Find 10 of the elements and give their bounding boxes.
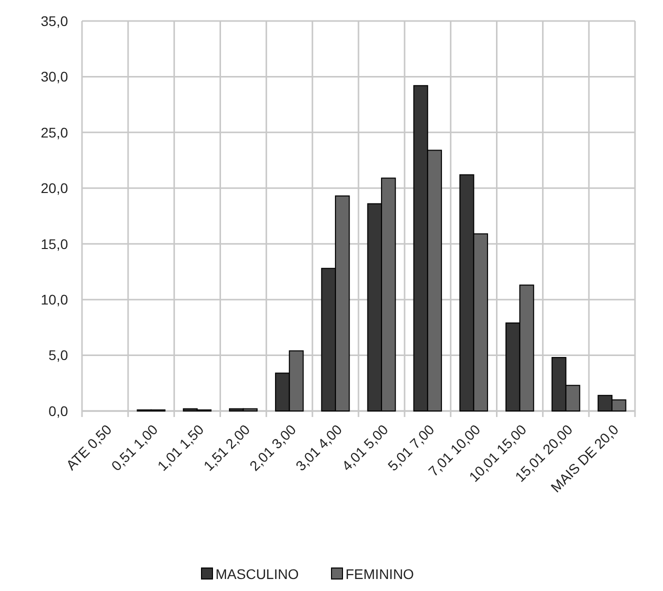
legend-label: FEMININO (346, 566, 414, 582)
y-tick-label: 0,0 (48, 402, 68, 419)
legend-label: MASCULINO (216, 566, 299, 582)
y-tick-label: 10,0 (40, 291, 68, 308)
y-tick-label: 25,0 (40, 124, 68, 140)
y-tick-label: 30,0 (40, 68, 68, 85)
y-tick-label: 35,0 (40, 12, 68, 29)
y-tick-label: 20,0 (40, 180, 68, 196)
y-tick-label: 15,0 (40, 236, 68, 252)
y-tick-label: 5,0 (48, 347, 68, 364)
